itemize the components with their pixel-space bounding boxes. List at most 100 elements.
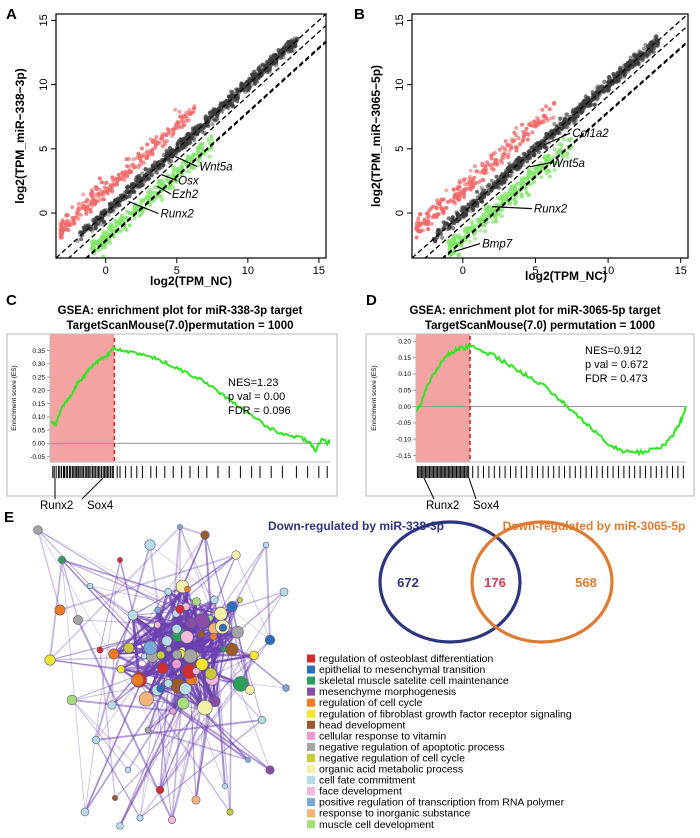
scatter-point-unchanged bbox=[627, 59, 633, 65]
scatter-point-unchanged bbox=[126, 194, 132, 199]
network-node bbox=[123, 642, 135, 654]
network-node bbox=[91, 735, 101, 745]
scatter-point-unchanged bbox=[281, 55, 286, 60]
scatter-point-up bbox=[76, 201, 81, 206]
diagonal-lines-a bbox=[56, 14, 326, 258]
scatter-point-unchanged bbox=[628, 55, 633, 60]
scatter-point-unchanged bbox=[288, 49, 293, 54]
scatter-point-unchanged bbox=[553, 130, 558, 135]
scatter-point-down bbox=[494, 219, 499, 224]
scatter-point-unchanged bbox=[555, 130, 560, 135]
scatter-point-up bbox=[165, 127, 170, 132]
network-node bbox=[245, 685, 255, 695]
network-node bbox=[157, 662, 169, 674]
scatter-point-unchanged bbox=[545, 133, 550, 139]
scatter-point-up bbox=[416, 216, 421, 221]
legend-label: skeletal muscle satelite cell maintenanc… bbox=[319, 675, 509, 687]
network-edge bbox=[189, 671, 197, 801]
scatter-point-up bbox=[106, 188, 111, 193]
scatter-point-down bbox=[183, 169, 188, 174]
scatter-point-up bbox=[84, 211, 89, 216]
network-edge bbox=[37, 529, 233, 650]
scatter-point-up bbox=[191, 109, 196, 114]
scatter-point-up bbox=[137, 163, 142, 168]
scatter-point-unchanged bbox=[632, 52, 637, 57]
scatter-point-unchanged bbox=[258, 64, 263, 69]
scatter-point-up bbox=[81, 192, 86, 197]
scatter-point-up bbox=[84, 199, 89, 204]
stat-nes-d: NES=0.912 bbox=[585, 345, 642, 357]
annotation-label-runx2-b: Runx2 bbox=[534, 204, 568, 216]
scatter-point-up bbox=[116, 172, 121, 177]
scatter-point-up bbox=[435, 198, 440, 203]
network-node bbox=[258, 716, 266, 724]
scatter-point-up bbox=[126, 156, 131, 161]
scatter-point-down bbox=[565, 155, 570, 160]
network-node bbox=[209, 632, 218, 641]
scatter-point-down bbox=[490, 219, 495, 224]
scatter-point-down bbox=[522, 181, 527, 186]
panel-label-b: B bbox=[354, 6, 365, 23]
scatter-point-unchanged bbox=[644, 54, 649, 59]
y-tick-label: 10 bbox=[394, 79, 406, 91]
es-y-tick-label: 0.05 bbox=[32, 427, 45, 434]
network-edge bbox=[89, 585, 191, 657]
scatter-point-up bbox=[60, 230, 65, 235]
scatter-point-up bbox=[487, 163, 492, 168]
network-node bbox=[194, 613, 210, 629]
network-node bbox=[195, 657, 209, 671]
scatter-point-down bbox=[132, 216, 137, 221]
scatter-point-up bbox=[97, 187, 102, 192]
scatter-point-up bbox=[552, 101, 557, 106]
scatter-point-up bbox=[544, 104, 549, 109]
network-node bbox=[165, 646, 172, 653]
es-y-label-d: Enrichment score (ES) bbox=[371, 365, 378, 430]
scatter-point-up bbox=[470, 185, 475, 190]
scatter-point-unchanged bbox=[167, 160, 172, 165]
scatter-point-unchanged bbox=[212, 110, 218, 116]
scatter-point-down bbox=[507, 187, 512, 192]
network-node bbox=[108, 648, 120, 660]
scatter-point-down bbox=[207, 154, 212, 159]
scatter-point-unchanged bbox=[525, 159, 530, 164]
network-edge bbox=[61, 559, 86, 813]
scatter-point-unchanged bbox=[188, 140, 193, 145]
network-edge bbox=[59, 554, 237, 611]
scatter-point-unchanged bbox=[575, 113, 580, 118]
scatter-point-down bbox=[543, 159, 548, 164]
scatter-point-down bbox=[481, 223, 486, 228]
scatter-point-up bbox=[65, 213, 70, 218]
es-y-tick-label: 0.20 bbox=[398, 339, 411, 346]
scatter-point-unchanged bbox=[251, 74, 256, 79]
scatter-point-up bbox=[510, 139, 515, 144]
scatter-point-up bbox=[159, 136, 164, 141]
scatter-points-b bbox=[414, 34, 661, 258]
network-edge bbox=[61, 559, 197, 603]
network-node bbox=[107, 700, 117, 710]
scatter-point-down bbox=[507, 191, 512, 196]
scatter-point-unchanged bbox=[142, 179, 147, 184]
scatter-point-unchanged bbox=[222, 100, 227, 106]
scatter-point-down bbox=[498, 196, 503, 201]
scatter-point-up bbox=[457, 180, 462, 185]
gene-annotations-a: Wnt5a Osx Ezh2 Runx2 bbox=[128, 156, 233, 220]
annotation-line-col1a2 bbox=[543, 132, 571, 146]
scatter-point-up bbox=[477, 179, 482, 184]
scatter-point-up bbox=[133, 164, 138, 169]
scatter-point-down bbox=[561, 137, 566, 142]
gene-label-runx2-c: Runx2 bbox=[40, 500, 73, 512]
network-edge bbox=[132, 615, 205, 710]
scatter-point-unchanged bbox=[626, 69, 631, 74]
network-node bbox=[171, 624, 182, 634]
scatter-point-unchanged bbox=[627, 64, 632, 70]
network-node bbox=[140, 653, 148, 660]
x-axis-label-b: log2(TPM_NC) bbox=[525, 269, 607, 283]
scatter-point-up bbox=[502, 152, 507, 157]
scatter-point-up bbox=[503, 146, 508, 151]
scatter-point-unchanged bbox=[636, 62, 641, 67]
scatter-point-down bbox=[91, 240, 96, 245]
scatter-point-unchanged bbox=[441, 220, 446, 225]
leading-edge-shade-c bbox=[50, 334, 115, 462]
scatter-point-down bbox=[148, 203, 153, 208]
scatter-point-unchanged bbox=[544, 146, 549, 151]
